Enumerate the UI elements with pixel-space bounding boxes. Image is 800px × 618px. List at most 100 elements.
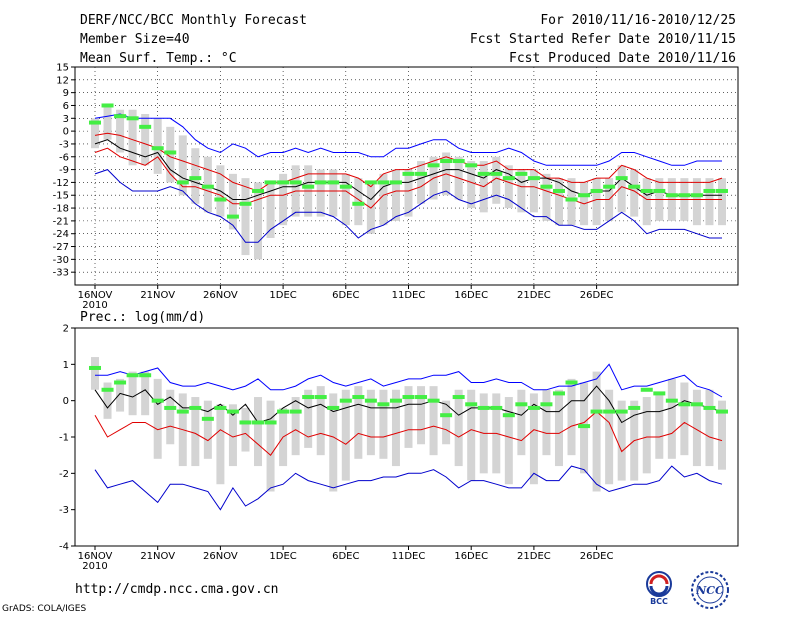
temp-xtick-label: 11DEC (392, 290, 426, 301)
prec-observed-mark (126, 373, 139, 378)
source-url: http://cmdp.ncc.cma.gov.cn (75, 582, 279, 597)
temp-ensemble-box (128, 109, 137, 166)
prec-ensemble-box (203, 400, 212, 459)
temp-ytick-label: -12 (53, 178, 69, 189)
temp-ytick-label: 9 (63, 88, 69, 99)
temp-observed-mark (628, 184, 641, 189)
prec-ensemble-box (454, 389, 463, 467)
temp-observed-mark (239, 201, 252, 206)
temp-observed-mark (452, 159, 465, 164)
prec-observed-mark (252, 420, 265, 425)
prec-observed-mark (314, 395, 327, 400)
temp-observed-mark (189, 176, 202, 181)
prec-observed-mark (615, 409, 628, 414)
temp-observed-mark (252, 188, 265, 193)
prec-observed-mark (89, 365, 101, 370)
temp-ensemble-box (341, 173, 350, 226)
temp-ensemble-box (391, 169, 400, 221)
prec-ensemble-box (667, 378, 676, 459)
prec-observed-mark (214, 405, 227, 410)
prec-ensemble-box (153, 378, 162, 459)
temp-observed-mark (264, 180, 277, 185)
temp-observed-mark (502, 176, 515, 181)
prec-ensemble-box (241, 407, 250, 452)
prec-observed-mark (477, 405, 490, 410)
prec-ensemble-box (128, 371, 137, 416)
temp-observed-mark (540, 184, 553, 189)
temp-observed-mark (527, 176, 540, 181)
temp-observed-mark (277, 180, 290, 185)
prec-ensemble-box (341, 389, 350, 481)
temp-observed-mark (477, 171, 490, 176)
prec-observed-mark (653, 391, 666, 396)
temp-ensemble-box (592, 178, 601, 226)
prec-xtick-label: 21DEC (517, 551, 551, 562)
prec-observed-mark (289, 409, 302, 414)
prec-observed-mark (364, 398, 377, 403)
temp-observed-mark (226, 214, 239, 219)
prec-observed-mark (552, 391, 565, 396)
prec-observed-mark (114, 380, 127, 385)
prec-observed-mark (239, 420, 252, 425)
prec-ytick-label: 2 (63, 324, 69, 335)
temp-observed-mark (640, 188, 653, 193)
prec-ensemble-box (91, 357, 99, 390)
temp-ensemble-box (279, 173, 288, 226)
member-size-label: Member Size=40 (80, 32, 190, 47)
prec-observed-mark (703, 405, 716, 410)
prec-observed-mark (415, 395, 428, 400)
temp-observed-mark (89, 120, 101, 125)
temp-ensemble-box (266, 182, 275, 238)
prec-observed-mark (226, 409, 239, 414)
temp-observed-mark (151, 146, 164, 151)
prec-xtick-label: 1DEC (269, 551, 296, 562)
prec-xtick-label: 21NOV (140, 551, 175, 562)
temp-ensemble-box (228, 173, 237, 230)
temp-observed-mark (578, 193, 591, 198)
prec-xtick-label: 16NOV (78, 551, 113, 562)
prec-ensemble-box (680, 382, 689, 456)
temp-ensemble-box (705, 178, 714, 226)
temp-xtick-label: 21NOV (140, 290, 175, 301)
prec-observed-mark (201, 416, 214, 421)
prec-observed-mark (440, 413, 453, 418)
temp-ytick-label: 3 (63, 114, 69, 125)
prec-ensemble-box (103, 382, 112, 419)
temp-observed-mark (590, 188, 603, 193)
prec-ensemble-box (529, 393, 538, 485)
prec-ensemble-box (617, 400, 626, 481)
temp-observed-mark (289, 180, 302, 185)
temp-ensemble-box (178, 135, 187, 196)
temp-observed-mark (415, 171, 428, 176)
temp-observed-mark (352, 201, 365, 206)
prec-ytick-label: -3 (59, 505, 69, 516)
prec-ytick-label: -4 (59, 542, 69, 553)
temp-ytick-label: 15 (56, 63, 69, 74)
prec-observed-mark (502, 413, 515, 418)
temp-observed-mark (201, 184, 214, 189)
prec-ensemble-box (329, 393, 338, 492)
prec-ensemble-box (655, 393, 664, 459)
temp-observed-mark (490, 171, 503, 176)
temp-observed-mark (139, 124, 152, 129)
prec-year-label: 2010 (82, 561, 107, 572)
prec-observed-mark (151, 398, 164, 403)
prec-observed-mark (590, 409, 603, 414)
temp-observed-mark (101, 103, 114, 108)
prec-ytick-label: -1 (59, 433, 69, 444)
temp-ensemble-box (191, 148, 200, 204)
temp-observed-mark (665, 193, 678, 198)
prec-ensemble-box (429, 386, 438, 456)
temp-ytick-label: -30 (53, 255, 69, 266)
temp-observed-mark (327, 180, 340, 185)
temp-observed-mark (389, 180, 402, 185)
temp-ytick-label: -27 (53, 242, 69, 253)
temp-observed-mark (114, 114, 127, 119)
temp-observed-mark (603, 184, 616, 189)
prec-ensemble-box (567, 378, 576, 456)
prec-xtick-label: 6DEC (332, 551, 359, 562)
prec-observed-mark (565, 380, 578, 385)
prec-panel: 2 1 0 -1 -2 -3 -4 16NOV 21NOV 26NOV 1DEC 6DEC 11DEC 1… (59, 310, 739, 572)
temp-ytick-label: -21 (53, 216, 69, 227)
